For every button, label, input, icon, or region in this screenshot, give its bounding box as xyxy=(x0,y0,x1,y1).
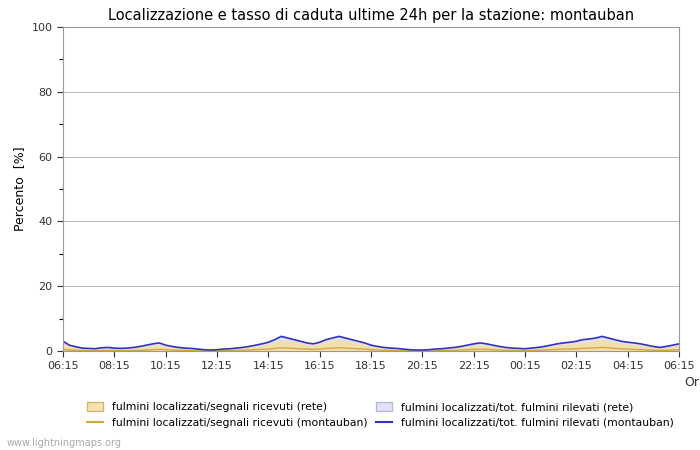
Legend: fulmini localizzati/segnali ricevuti (rete), fulmini localizzati/segnali ricevut: fulmini localizzati/segnali ricevuti (re… xyxy=(87,402,674,428)
Title: Localizzazione e tasso di caduta ultime 24h per la stazione: montauban: Localizzazione e tasso di caduta ultime … xyxy=(108,8,634,23)
Text: Orario: Orario xyxy=(685,376,700,389)
Text: www.lightningmaps.org: www.lightningmaps.org xyxy=(7,438,122,448)
Y-axis label: Percento  [%]: Percento [%] xyxy=(13,147,26,231)
